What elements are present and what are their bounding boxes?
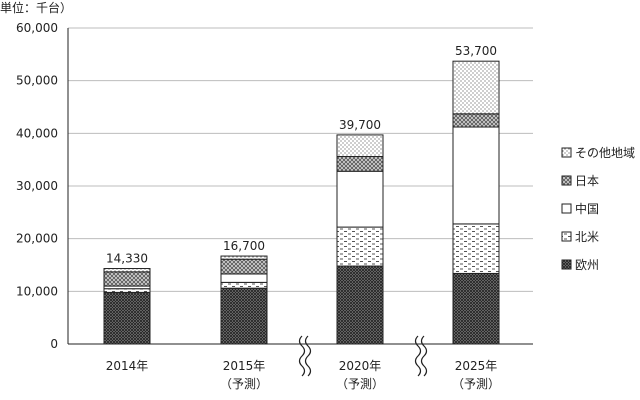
y-tick-label: 50,000 bbox=[16, 74, 58, 88]
bar-segment bbox=[220, 255, 268, 260]
legend-swatch bbox=[561, 175, 572, 186]
bar-segment bbox=[336, 170, 384, 228]
total-label: 16,700 bbox=[223, 239, 265, 253]
x-tick-label: 2020年 bbox=[339, 359, 382, 373]
bar-segment bbox=[336, 226, 384, 267]
bar-segment bbox=[452, 126, 500, 225]
x-tick-label: 2015年 bbox=[223, 359, 266, 373]
bar-segment bbox=[452, 272, 500, 345]
x-tick-sublabel: （予測） bbox=[220, 377, 268, 391]
bars bbox=[103, 60, 500, 345]
total-label: 39,700 bbox=[339, 118, 381, 132]
bar-segment bbox=[103, 291, 151, 345]
bar-segment bbox=[336, 265, 384, 345]
axis-breaks bbox=[298, 335, 428, 377]
total-labels: 14,330 16,700 39,700 53,700 bbox=[106, 44, 497, 265]
legend-label: 欧州 bbox=[575, 258, 599, 272]
axis-break-mark bbox=[298, 335, 306, 377]
legend-label: 北米 bbox=[575, 230, 599, 244]
legend-swatch bbox=[561, 147, 572, 158]
legend-swatch bbox=[561, 259, 572, 270]
bar-segment bbox=[452, 60, 500, 115]
legend-label: その他地域 bbox=[575, 146, 635, 160]
bar-segment bbox=[452, 223, 500, 274]
bar-segment bbox=[103, 271, 151, 287]
y-tick-labels: 0 10,000 20,000 30,000 40,000 50,000 60,000 bbox=[16, 21, 58, 351]
x-tick-sublabel: （予測） bbox=[452, 377, 500, 391]
y-tick-label: 10,000 bbox=[16, 284, 58, 298]
axis-break-mark bbox=[414, 335, 422, 377]
y-tick-label: 40,000 bbox=[16, 126, 58, 140]
legend-label: 日本 bbox=[575, 174, 599, 188]
x-tick-labels: 2014年 2015年 （予測） 2020年 （予測） 2025年 （予測） bbox=[106, 359, 500, 391]
y-tick-label: 20,000 bbox=[16, 232, 58, 246]
total-label: 53,700 bbox=[455, 44, 497, 58]
axis-break-mark bbox=[420, 335, 428, 377]
legend-label: 中国 bbox=[575, 201, 599, 216]
bar-segment bbox=[220, 287, 268, 345]
bar-segment bbox=[103, 288, 151, 293]
x-tick-label: 2025年 bbox=[455, 359, 498, 373]
y-tick-label: 60,000 bbox=[16, 21, 58, 35]
x-tick-sublabel: （予測） bbox=[336, 377, 384, 391]
bar-segment bbox=[336, 134, 384, 158]
bar-segment bbox=[336, 156, 384, 172]
bar-segment bbox=[220, 273, 268, 283]
bar-segment bbox=[452, 113, 500, 128]
legend-swatch bbox=[561, 231, 572, 242]
y-tick-label: 30,000 bbox=[16, 179, 58, 193]
unit-label: 単位：千台） bbox=[0, 0, 72, 15]
bar-segment bbox=[103, 268, 151, 273]
total-label: 14,330 bbox=[106, 252, 148, 266]
bar-segment bbox=[220, 258, 268, 275]
legend-swatch bbox=[561, 203, 572, 214]
y-tick-label: 0 bbox=[50, 337, 58, 351]
bar-segment bbox=[220, 281, 268, 289]
x-tick-label: 2014年 bbox=[106, 359, 149, 373]
axis-break-mark bbox=[304, 335, 312, 377]
